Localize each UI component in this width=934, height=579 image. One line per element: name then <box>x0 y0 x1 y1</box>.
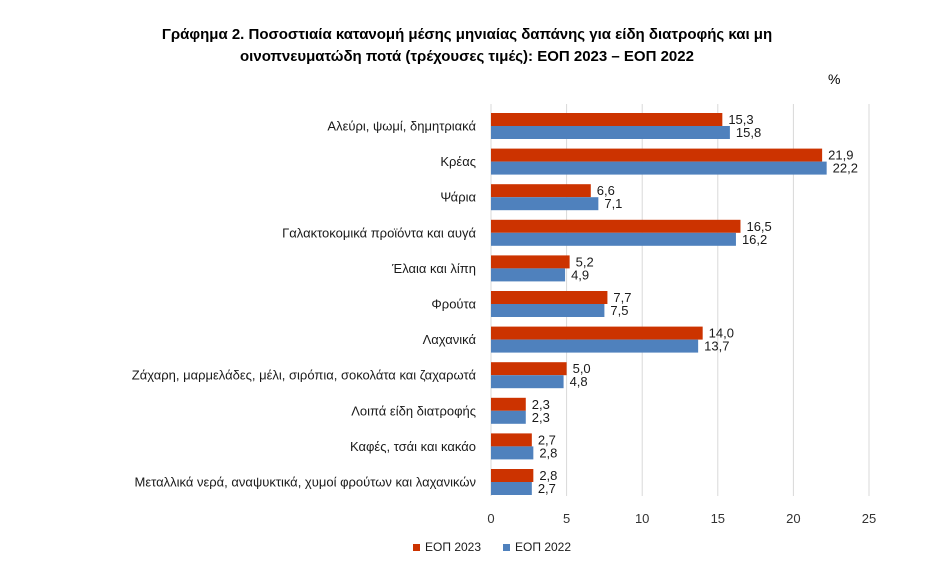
bar-eop-2022 <box>491 339 699 353</box>
bar-eop-2023 <box>491 255 570 269</box>
category-label: Κρέας <box>440 154 476 169</box>
data-label: 4,8 <box>570 374 588 389</box>
category-label: Έλαια και λίπη <box>391 261 476 276</box>
category-label: Λαχανικά <box>423 332 477 347</box>
bar-eop-2023 <box>491 433 532 447</box>
data-label: 16,5 <box>746 219 771 234</box>
x-tick-label: 20 <box>786 511 800 526</box>
data-label: 21,9 <box>828 148 853 163</box>
data-label: 7,5 <box>610 303 628 318</box>
bar-eop-2023 <box>491 397 526 411</box>
category-label: Μεταλλικά νερά, αναψυκτικά, χυμοί φρούτω… <box>135 475 476 490</box>
legend-label: ΕΟΠ 2022 <box>515 540 571 554</box>
category-label: Καφές, τσάι και κακάο <box>350 439 476 454</box>
bar-eop-2022 <box>491 268 566 282</box>
bars-layer <box>491 113 827 495</box>
category-label: Αλεύρι, ψωμί, δημητριακά <box>327 119 476 134</box>
data-label: 7,1 <box>604 196 622 211</box>
data-label: 2,3 <box>532 397 550 412</box>
bar-eop-2022 <box>491 232 736 246</box>
chart-title-line-2: οινοπνευματώδη ποτά (τρέχουσες τιμές): Ε… <box>240 48 694 65</box>
data-label: 15,3 <box>728 112 753 127</box>
bar-eop-2023 <box>491 148 823 162</box>
data-label: 16,2 <box>742 232 767 247</box>
data-label: 2,8 <box>539 445 557 460</box>
bar-eop-2022 <box>491 197 599 211</box>
bar-eop-2023 <box>491 291 608 304</box>
data-label: 4,9 <box>571 267 589 282</box>
bar-eop-2022 <box>491 304 605 317</box>
bar-eop-2023 <box>491 219 741 233</box>
legend-swatch <box>413 544 420 551</box>
labels-layer: Αλεύρι, ψωμί, δημητριακά 15,315,8 Κρέας 21,… <box>132 112 858 496</box>
category-label: Γαλακτοκομικά προϊόντα και αυγά <box>282 225 476 240</box>
x-tick-label: 25 <box>862 511 876 526</box>
x-tick-label: 5 <box>563 511 570 526</box>
category-label: Λοιπά είδη διατροφής <box>351 403 476 418</box>
chart-title-line-1: Γράφημα 2. Ποσοστιαία κατανομή μέσης μην… <box>161 26 773 43</box>
legend: ΕΟΠ 2023 ΕΟΠ 2022 <box>413 540 571 554</box>
x-tick-label: 0 <box>487 511 494 526</box>
data-label: 2,7 <box>538 432 556 447</box>
data-label: 2,7 <box>538 481 556 496</box>
bar-eop-2023 <box>491 362 567 376</box>
x-tick-label: 10 <box>635 511 649 526</box>
data-label: 14,0 <box>709 326 734 341</box>
bar-eop-2022 <box>491 126 730 139</box>
data-label: 2,3 <box>532 410 550 425</box>
bar-eop-2023 <box>491 113 723 126</box>
chart-title: Γράφημα 2. Ποσοστιαία κατανομή μέσης μην… <box>0 24 934 68</box>
category-label: Ζάχαρη, μαρμελάδες, μέλι, σιρόπια, σοκολ… <box>132 368 477 383</box>
bar-eop-2022 <box>491 375 564 389</box>
category-label: Φρούτα <box>431 297 476 312</box>
category-label: Ψάρια <box>440 190 476 205</box>
data-label: 5,2 <box>576 254 594 269</box>
legend-label: ΕΟΠ 2023 <box>425 540 481 554</box>
x-axis: 0 5 10 15 20 25 <box>487 511 876 526</box>
data-label: 13,7 <box>704 339 729 354</box>
bar-eop-2023 <box>491 469 534 482</box>
data-label: 6,6 <box>597 183 615 198</box>
bar-eop-2022 <box>491 410 526 424</box>
bar-eop-2022 <box>491 446 534 460</box>
x-tick-label: 15 <box>711 511 725 526</box>
bar-eop-2023 <box>491 326 703 340</box>
legend-swatch <box>503 544 510 551</box>
data-label: 2,8 <box>539 468 557 483</box>
unit-label: % <box>828 71 841 87</box>
data-label: 7,7 <box>613 290 631 305</box>
bar-eop-2022 <box>491 161 827 175</box>
data-label: 15,8 <box>736 125 761 140</box>
data-label: 22,2 <box>833 161 858 176</box>
bar-eop-2022 <box>491 482 532 495</box>
bar-eop-2023 <box>491 184 591 198</box>
data-label: 5,0 <box>573 361 591 376</box>
